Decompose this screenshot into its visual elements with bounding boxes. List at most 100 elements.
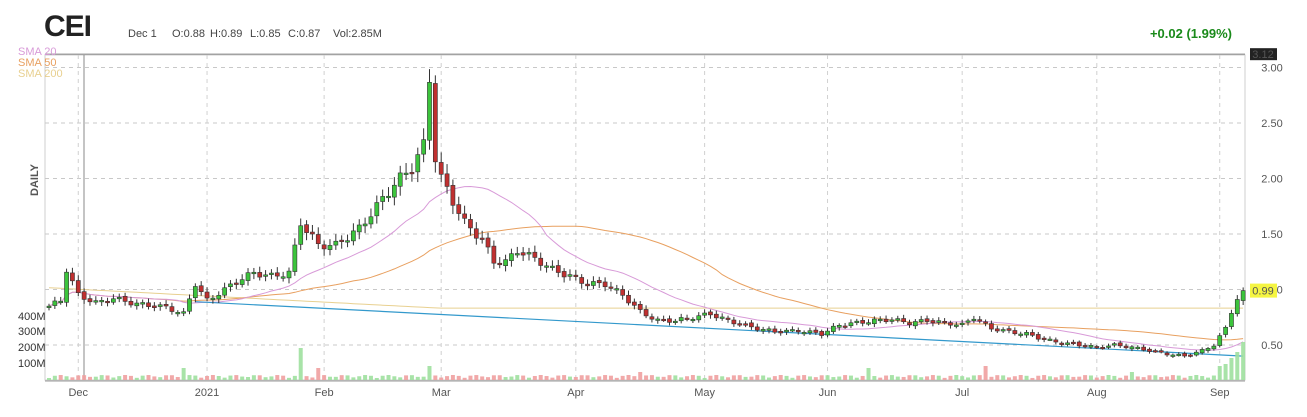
timeframe-label: DAILY [29, 163, 41, 196]
volume-bar [1083, 375, 1088, 380]
candle [713, 313, 719, 319]
candle [1234, 299, 1240, 315]
volume-bar [433, 375, 438, 380]
volume-bar [1094, 377, 1099, 380]
candle [567, 274, 573, 277]
x-tick-label: Aug [1087, 387, 1107, 399]
volume-bar [837, 376, 842, 380]
volume-bar [1053, 377, 1058, 380]
candle [70, 272, 75, 282]
volume-bar [1129, 372, 1134, 380]
candle [263, 274, 268, 277]
candle [959, 322, 965, 325]
candle [292, 244, 298, 272]
volume-bar [175, 377, 180, 380]
candle [157, 304, 163, 307]
candle [58, 300, 64, 304]
volume-bar [919, 377, 924, 380]
candle [872, 318, 877, 325]
candle [81, 291, 87, 300]
volume-bar [977, 375, 982, 380]
candle [883, 318, 889, 323]
volume-bar [720, 376, 725, 380]
candle [819, 331, 825, 336]
volume-bar [1007, 377, 1011, 380]
volume-bar [726, 377, 731, 380]
candle [555, 265, 561, 273]
volume-bar [87, 376, 92, 380]
candle [614, 288, 620, 291]
volume-bar [64, 376, 69, 380]
candle [1135, 346, 1141, 349]
candle [1223, 326, 1228, 335]
candle [813, 329, 819, 333]
volume-bar [550, 377, 555, 380]
candle [1059, 342, 1065, 345]
volume-bar [948, 375, 953, 380]
candle [1053, 339, 1059, 343]
volume-bar [1036, 375, 1041, 380]
candle [257, 272, 263, 278]
candle [591, 281, 596, 286]
candle [1129, 346, 1135, 350]
volume-bar [216, 376, 221, 380]
volume-bar [1100, 376, 1105, 380]
volume-bar [854, 377, 859, 380]
candle [754, 326, 760, 331]
candle [421, 139, 426, 155]
x-tick-label: Jun [819, 387, 837, 399]
volume-bar [491, 375, 496, 380]
volume-bar [807, 376, 812, 380]
candle [1071, 341, 1076, 344]
candle [169, 306, 175, 312]
candle [971, 318, 977, 322]
volume-bar [696, 375, 701, 380]
volume-bar [210, 375, 215, 380]
volume-bar [450, 375, 455, 380]
volume-bar [1088, 375, 1093, 380]
volume-bar [1030, 377, 1035, 380]
candle [655, 318, 661, 321]
volume-bar [251, 375, 256, 380]
candle [836, 325, 842, 328]
candle [1082, 345, 1088, 348]
candle [87, 298, 93, 303]
candle [327, 245, 333, 250]
volume-bar [93, 376, 98, 380]
candle [766, 328, 772, 331]
x-tick-label: Dec [68, 387, 88, 399]
candle [708, 311, 713, 316]
candle [1041, 337, 1047, 340]
volume-bar [327, 376, 332, 380]
candle [304, 224, 309, 233]
candle [233, 282, 239, 285]
candle [356, 224, 362, 233]
candle [778, 331, 784, 334]
volume-bar [1241, 342, 1246, 380]
sma-legend-item: SMA 50 [18, 57, 57, 69]
volume-bar [1059, 375, 1064, 380]
candle [831, 325, 836, 332]
volume-bar [287, 377, 291, 380]
volume-bar [415, 376, 420, 380]
candle [1240, 290, 1246, 301]
candle [667, 318, 672, 323]
volume-bar [421, 376, 426, 380]
volume-bar [714, 375, 719, 380]
volume-bar [872, 376, 877, 380]
volume-bar [269, 376, 274, 380]
candle [965, 320, 971, 323]
volume-bar [339, 375, 344, 380]
volume-bar [169, 375, 174, 380]
volume-bar [1206, 377, 1211, 380]
volume-bar [1042, 375, 1047, 380]
volume-bar [1223, 364, 1228, 380]
candle [626, 294, 631, 304]
candle [222, 287, 227, 296]
candle [877, 318, 883, 322]
volume-bar [1071, 376, 1076, 380]
candle [784, 329, 789, 333]
candle [719, 316, 725, 319]
volume-bar [474, 375, 479, 380]
